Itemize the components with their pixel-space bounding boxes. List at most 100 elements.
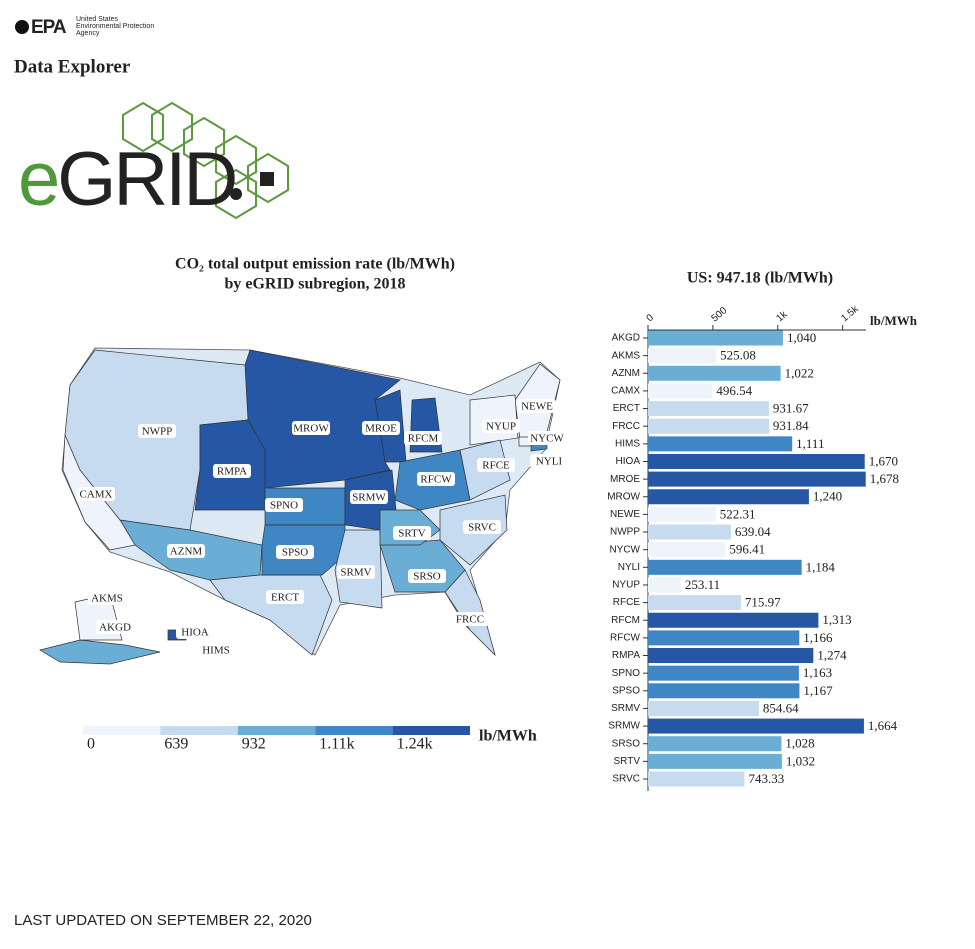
category-label: MROW <box>607 491 640 502</box>
value-label: 1,028 <box>785 736 814 751</box>
subregion-label: RMPA <box>217 466 247 478</box>
subregion-label: HIOA <box>181 627 209 639</box>
category-label: FRCC <box>612 421 640 432</box>
hex <box>215 134 257 186</box>
bar <box>648 612 819 628</box>
category-label: CAMX <box>611 386 640 397</box>
value-label: 1,163 <box>803 665 832 680</box>
value-label: 1,166 <box>803 630 833 645</box>
label-bg <box>451 612 489 626</box>
bar-chart: 0 500 1k 1.5k lb/MWh AKGD 1,040 AKMS 525.08 AZNM 1… <box>607 303 918 791</box>
label-bg <box>213 464 251 478</box>
agency-line: Agency <box>76 30 100 37</box>
egrid-logo: eGRID <box>18 101 289 222</box>
bar <box>648 453 865 469</box>
logo-grid: GRID <box>57 137 235 222</box>
legend-label: 639 <box>164 736 188 753</box>
hex <box>183 116 225 168</box>
legend-swatch <box>83 726 161 735</box>
bar <box>648 418 769 434</box>
label-bg <box>265 498 303 512</box>
value-label: 931.67 <box>773 401 809 416</box>
value-label: 1,664 <box>868 718 898 733</box>
value-label: 596.41 <box>729 542 765 557</box>
category-label: NEWE <box>610 509 640 520</box>
label-bg <box>417 472 455 486</box>
legend-label: 932 <box>242 736 266 753</box>
label-bg <box>463 520 501 534</box>
value-label: 1,678 <box>870 471 899 486</box>
subregion <box>39 639 161 665</box>
label-bg <box>138 424 176 438</box>
subregion-label: AKMS <box>91 593 123 605</box>
legend-swatch <box>392 726 470 735</box>
value-label: 525.08 <box>720 348 756 363</box>
map-title: by eGRID subregion, 2018 <box>224 276 405 293</box>
category-label: AKMS <box>612 350 641 361</box>
label-bg <box>482 419 520 433</box>
value-label: 1,274 <box>817 648 847 663</box>
subregion <box>244 349 401 489</box>
bar <box>648 471 866 487</box>
label-bg <box>266 590 304 604</box>
hex <box>247 152 289 204</box>
category-label: NWPP <box>610 527 640 538</box>
subregion-label: NYCW <box>530 433 564 445</box>
value-label: 253.11 <box>685 577 720 592</box>
subregion-label: NYUP <box>486 421 516 433</box>
legend-label: 0 <box>87 736 95 753</box>
category-label: RFCM <box>611 615 640 626</box>
bar <box>648 365 781 381</box>
legend-unit: lb/MWh <box>479 728 537 745</box>
label-bg <box>518 399 556 413</box>
category-label: NYCW <box>609 544 640 555</box>
category-label: RFCE <box>613 597 641 608</box>
subregion-label: SPNO <box>270 500 298 512</box>
category-label: AZNM <box>612 368 640 379</box>
subregion-label: MROE <box>365 423 397 435</box>
agency-line: Environmental Protection <box>76 23 154 30</box>
legend: 0 639 932 1.11k 1.24k lb/MWh <box>83 726 537 753</box>
subregion-label: SRMV <box>340 567 371 579</box>
hex <box>122 101 164 153</box>
epa-header: EPA United States Environmental Protecti… <box>15 16 154 38</box>
bar <box>648 436 793 452</box>
label-bg <box>337 565 375 579</box>
epa-emblem <box>15 20 29 34</box>
label-bg <box>197 643 235 657</box>
bar <box>648 736 782 752</box>
subregion-label: SRVC <box>468 522 496 534</box>
x-tick-label: 1k <box>774 308 790 324</box>
category-label: AKGD <box>612 333 640 344</box>
subregion-label: HIMS <box>202 645 230 657</box>
bar <box>648 348 717 364</box>
value-label: 854.64 <box>763 700 799 715</box>
x-tick-label: 1.5k <box>839 303 861 324</box>
subregion-label: FRCC <box>456 614 484 626</box>
value-label: 1,313 <box>822 612 851 627</box>
category-label: ERCT <box>613 403 640 414</box>
subregion-label: ERCT <box>271 592 299 604</box>
bar <box>648 383 713 399</box>
value-label: 715.97 <box>745 595 781 610</box>
subregion-label: NEWE <box>521 401 553 413</box>
subregion-label: NWPP <box>142 426 173 438</box>
agency-line: United States <box>76 16 119 23</box>
value-label: 639.04 <box>735 524 771 539</box>
bar <box>648 506 716 522</box>
value-label: 1,167 <box>803 683 833 698</box>
label-bg <box>96 620 134 634</box>
logo-text: eGRID <box>18 137 235 222</box>
hex <box>215 168 257 220</box>
category-label: RFCW <box>610 633 641 644</box>
label-bg <box>393 526 431 540</box>
value-label: 931.84 <box>773 418 809 433</box>
value-label: 496.54 <box>716 383 752 398</box>
label-bg <box>176 625 214 639</box>
subregion-label: AZNM <box>170 546 203 558</box>
subregion-label: MROW <box>293 423 329 435</box>
x-axis-label: lb/MWh <box>870 313 918 328</box>
label-bg <box>167 544 205 558</box>
bar <box>648 665 799 681</box>
